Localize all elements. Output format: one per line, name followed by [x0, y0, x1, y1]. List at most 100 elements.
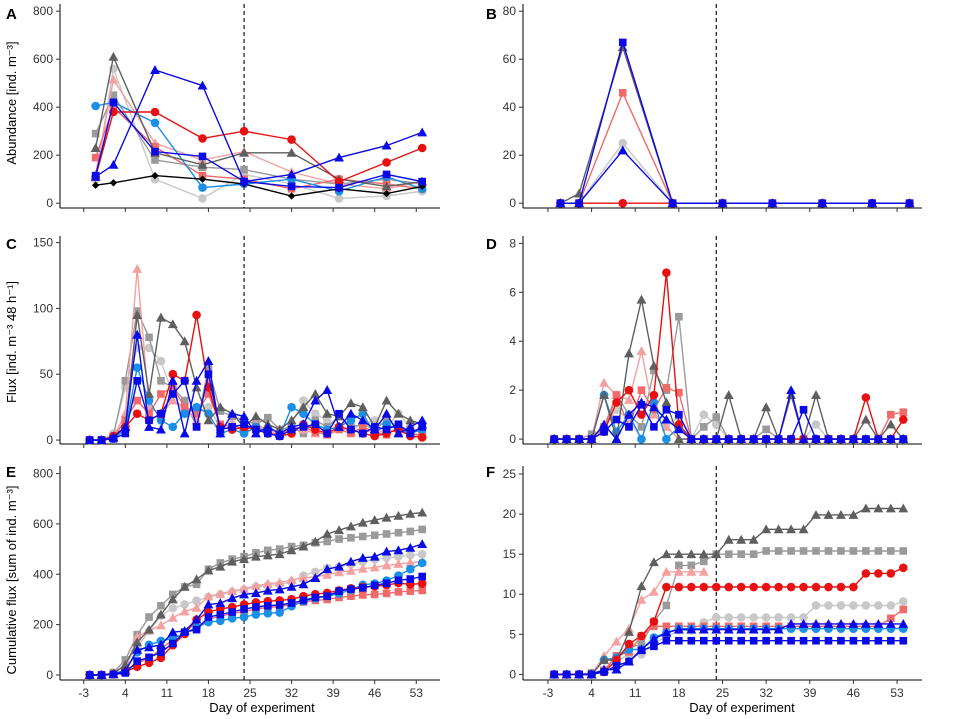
data-point	[774, 547, 783, 555]
data-point	[322, 529, 333, 538]
data-point	[310, 536, 321, 546]
data-point	[648, 557, 659, 567]
data-point	[151, 156, 159, 164]
data-point	[97, 436, 106, 444]
data-point	[145, 416, 153, 425]
data-point	[724, 550, 733, 558]
data-point	[322, 416, 332, 425]
data-point	[310, 389, 321, 398]
data-point	[298, 579, 309, 589]
data-point	[675, 636, 683, 645]
data-point	[836, 601, 846, 610]
data-point	[345, 521, 356, 531]
data-point	[275, 608, 284, 617]
series-black-diamond	[91, 171, 426, 200]
data-point	[774, 636, 783, 645]
data-point	[812, 547, 820, 555]
data-point	[717, 198, 728, 208]
data-point	[618, 89, 627, 97]
y-tick-label: 600	[33, 517, 53, 531]
data-point	[624, 409, 634, 419]
data-point	[133, 396, 141, 405]
data-point	[673, 566, 684, 576]
data-point	[90, 143, 101, 152]
series-blue-square	[550, 401, 908, 443]
panel-A: A 0 200 400 600 800	[6, 4, 440, 212]
data-point	[417, 507, 428, 517]
data-point	[749, 636, 758, 645]
data-point	[203, 565, 214, 575]
data-point	[774, 582, 783, 592]
data-point	[144, 389, 155, 398]
panel-label-F: F	[486, 464, 495, 481]
data-point	[239, 612, 249, 622]
data-point	[381, 395, 392, 405]
data-point	[861, 601, 871, 610]
data-point	[417, 539, 428, 549]
data-point	[145, 409, 153, 418]
data-point	[109, 179, 118, 187]
data-point	[252, 603, 260, 611]
data-point	[418, 586, 426, 595]
data-point	[299, 409, 308, 419]
data-point	[262, 578, 273, 588]
data-point	[240, 177, 248, 186]
y-tick-label: 6	[509, 285, 516, 299]
series-line	[560, 149, 910, 204]
data-point	[311, 409, 320, 419]
data-point	[886, 569, 896, 578]
data-point	[262, 585, 273, 595]
data-point	[723, 624, 734, 634]
data-point	[155, 312, 166, 322]
data-point	[228, 608, 236, 616]
data-point	[711, 624, 722, 634]
data-point	[191, 415, 202, 425]
data-point	[264, 413, 272, 422]
data-point	[406, 551, 415, 560]
data-point	[748, 534, 759, 544]
data-point	[898, 415, 908, 424]
data-point	[860, 618, 871, 628]
data-point	[736, 534, 747, 544]
data-point	[874, 547, 883, 555]
x-axis-title-right: Day of experiment	[689, 700, 795, 715]
data-point	[335, 587, 343, 595]
data-point	[198, 152, 207, 161]
x-tick-label: 39	[326, 686, 340, 700]
data-point	[132, 409, 142, 419]
data-point	[204, 613, 213, 621]
data-point	[347, 425, 355, 434]
data-point	[381, 560, 392, 570]
data-point	[899, 636, 908, 645]
data-point	[204, 402, 213, 412]
y-tick-label: 200	[33, 618, 53, 632]
data-point	[311, 420, 320, 429]
data-point	[132, 329, 143, 339]
data-point	[624, 639, 634, 649]
panel-label-B: B	[486, 6, 497, 23]
y-tick-label: 20	[503, 507, 517, 521]
data-point	[275, 601, 284, 609]
data-point	[167, 594, 178, 604]
data-point	[381, 546, 392, 556]
data-point	[667, 198, 678, 208]
data-point	[675, 312, 683, 321]
data-point	[144, 642, 155, 652]
data-point	[369, 515, 380, 525]
x-axis-title-left: Day of experiment	[209, 700, 315, 715]
data-point	[108, 159, 119, 169]
data-point	[240, 605, 248, 613]
series-grey-square	[91, 91, 426, 188]
data-point	[322, 385, 333, 394]
data-point	[85, 436, 94, 444]
data-point	[239, 589, 250, 599]
data-point	[736, 582, 746, 592]
data-point	[192, 409, 201, 418]
data-point	[837, 547, 845, 555]
data-point	[786, 582, 796, 592]
data-point	[712, 435, 721, 443]
panel-label-A: A	[6, 6, 17, 23]
data-point	[624, 626, 634, 636]
data-point	[274, 577, 285, 587]
data-point	[861, 569, 871, 578]
